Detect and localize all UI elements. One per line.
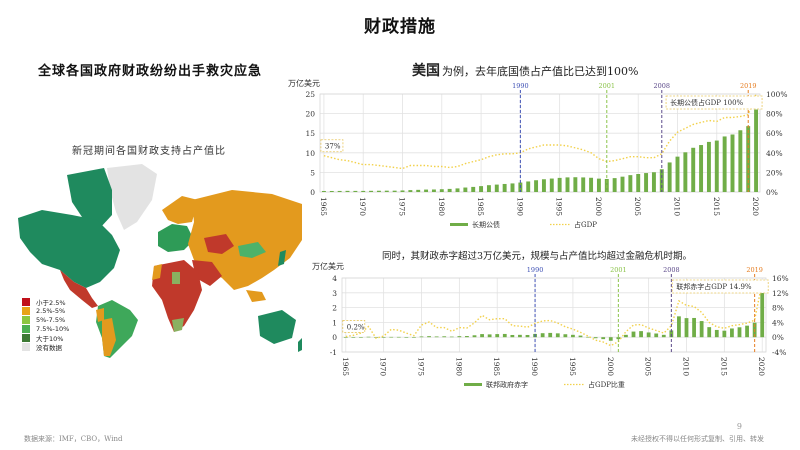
legend-item: 5%-7.5% <box>22 315 69 324</box>
svg-text:2015: 2015 <box>719 357 728 376</box>
svg-text:1985: 1985 <box>476 197 485 216</box>
svg-text:1965: 1965 <box>341 357 350 376</box>
sub-heading: 同时，其财政赤字超过3万亿美元，规模与占产值比均超过金融危机时期。 <box>382 251 693 262</box>
svg-text:0.2%: 0.2% <box>347 323 365 331</box>
svg-text:20: 20 <box>305 110 315 119</box>
svg-text:1995: 1995 <box>555 197 564 216</box>
svg-text:5: 5 <box>310 168 315 177</box>
svg-text:2020: 2020 <box>757 357 766 376</box>
data-source: 数据来源：IMF，CBO，Wind <box>24 435 123 443</box>
legend-swatch <box>22 315 30 324</box>
map-legend: 小于2.5% 2.5%-5% 5%-7.5% 7.5%-10% 大于10% 没有… <box>22 297 69 352</box>
svg-text:0%: 0% <box>766 188 778 197</box>
svg-text:2000: 2000 <box>606 357 615 376</box>
svg-text:占GDP比重: 占GDP比重 <box>588 380 625 389</box>
svg-text:12%: 12% <box>772 289 789 298</box>
svg-text:1965: 1965 <box>319 197 328 216</box>
svg-text:8%: 8% <box>772 304 784 313</box>
svg-text:2020: 2020 <box>751 197 760 216</box>
svg-text:长期公债: 长期公债 <box>472 220 500 229</box>
svg-text:1995: 1995 <box>568 357 577 376</box>
chart2-unit-label: 万亿美元 <box>312 262 344 271</box>
svg-text:15: 15 <box>305 129 315 138</box>
legend-item: 大于10% <box>22 333 69 343</box>
svg-text:16%: 16% <box>772 274 789 283</box>
svg-text:1975: 1975 <box>417 357 426 376</box>
svg-text:1970: 1970 <box>358 197 367 216</box>
svg-text:60%: 60% <box>766 129 783 138</box>
svg-text:2001: 2001 <box>610 266 627 274</box>
svg-text:25: 25 <box>305 90 315 99</box>
deficit-chart: -1 0 1 2 3 4 -4% 0% 4% 8% 12% 16% 1965 1970 1975 1980 19… <box>330 266 789 389</box>
legend-item: 小于2.5% <box>22 297 69 307</box>
svg-text:1980: 1980 <box>454 357 463 376</box>
svg-text:20%: 20% <box>766 168 783 177</box>
legend-swatch <box>22 297 30 306</box>
svg-text:2000: 2000 <box>594 197 603 216</box>
left-heading: 全球各国政府财政纷纷出手救灾应急 <box>38 64 263 79</box>
svg-text:长期公债占GDP 100%: 长期公债占GDP 100% <box>670 98 743 107</box>
svg-text:1990: 1990 <box>530 357 539 376</box>
svg-text:1990: 1990 <box>515 197 524 216</box>
copyright-notice: 未经授权不得以任何形式复制、引用、转发 <box>631 435 764 443</box>
svg-text:10: 10 <box>305 149 315 158</box>
svg-text:1975: 1975 <box>398 197 407 216</box>
svg-text:0: 0 <box>310 188 315 197</box>
svg-text:2008: 2008 <box>654 82 671 90</box>
svg-text:2008: 2008 <box>663 266 680 274</box>
svg-text:2019: 2019 <box>746 266 763 274</box>
chart1-unit-label: 万亿美元 <box>288 79 320 88</box>
legend-swatch <box>22 342 30 351</box>
svg-text:2019: 2019 <box>740 82 757 90</box>
legend-item: 2.5%-5% <box>22 306 69 315</box>
svg-text:1985: 1985 <box>492 357 501 376</box>
svg-text:1980: 1980 <box>437 197 446 216</box>
svg-text:-1: -1 <box>330 348 337 357</box>
right-heading: 美国 为例，去年底国债占产值比已达到100% <box>412 60 638 80</box>
svg-text:2015: 2015 <box>712 197 721 216</box>
svg-text:1990: 1990 <box>512 82 529 90</box>
svg-text:联邦政府赤字: 联邦政府赤字 <box>486 380 528 389</box>
svg-text:1990: 1990 <box>527 266 544 274</box>
svg-text:0: 0 <box>332 333 337 342</box>
legend-item: 没有数据 <box>22 342 69 352</box>
debt-chart: 0 5 10 15 20 25 0% 20% 40% 60% 80% 100% 1965 1970 1975… <box>305 82 787 229</box>
page-number: 9 <box>736 422 742 431</box>
legend-swatch <box>22 306 30 315</box>
svg-text:37%: 37% <box>325 143 341 151</box>
svg-text:100%: 100% <box>766 90 787 99</box>
svg-text:3: 3 <box>332 289 337 298</box>
svg-text:占GDP: 占GDP <box>574 220 597 229</box>
svg-text:1: 1 <box>332 318 337 327</box>
page-title: 财政措施 <box>364 17 436 37</box>
right-heading-country: 美国 <box>412 63 440 79</box>
svg-text:2: 2 <box>332 304 337 313</box>
legend-swatch <box>22 324 30 333</box>
svg-text:4: 4 <box>332 274 337 283</box>
svg-text:4%: 4% <box>772 318 784 327</box>
world-map <box>18 164 302 358</box>
svg-text:40%: 40% <box>766 149 783 158</box>
svg-text:1970: 1970 <box>379 357 388 376</box>
svg-text:2010: 2010 <box>673 197 682 216</box>
legend-item: 7.5%-10% <box>22 324 69 333</box>
svg-text:0%: 0% <box>772 333 784 342</box>
svg-text:2005: 2005 <box>633 197 642 216</box>
right-heading-text: 为例，去年底国债占产值比已达到100% <box>442 65 639 78</box>
svg-text:2010: 2010 <box>682 357 691 376</box>
svg-text:-4%: -4% <box>772 348 786 357</box>
svg-text:联邦赤字占GDP 14.9%: 联邦赤字占GDP 14.9% <box>676 282 752 291</box>
svg-text:80%: 80% <box>766 110 783 119</box>
legend-swatch <box>22 333 30 342</box>
svg-text:2001: 2001 <box>599 82 616 90</box>
svg-text:2005: 2005 <box>644 357 653 376</box>
map-title: 新冠期间各国财政支持占产值比 <box>72 146 226 157</box>
